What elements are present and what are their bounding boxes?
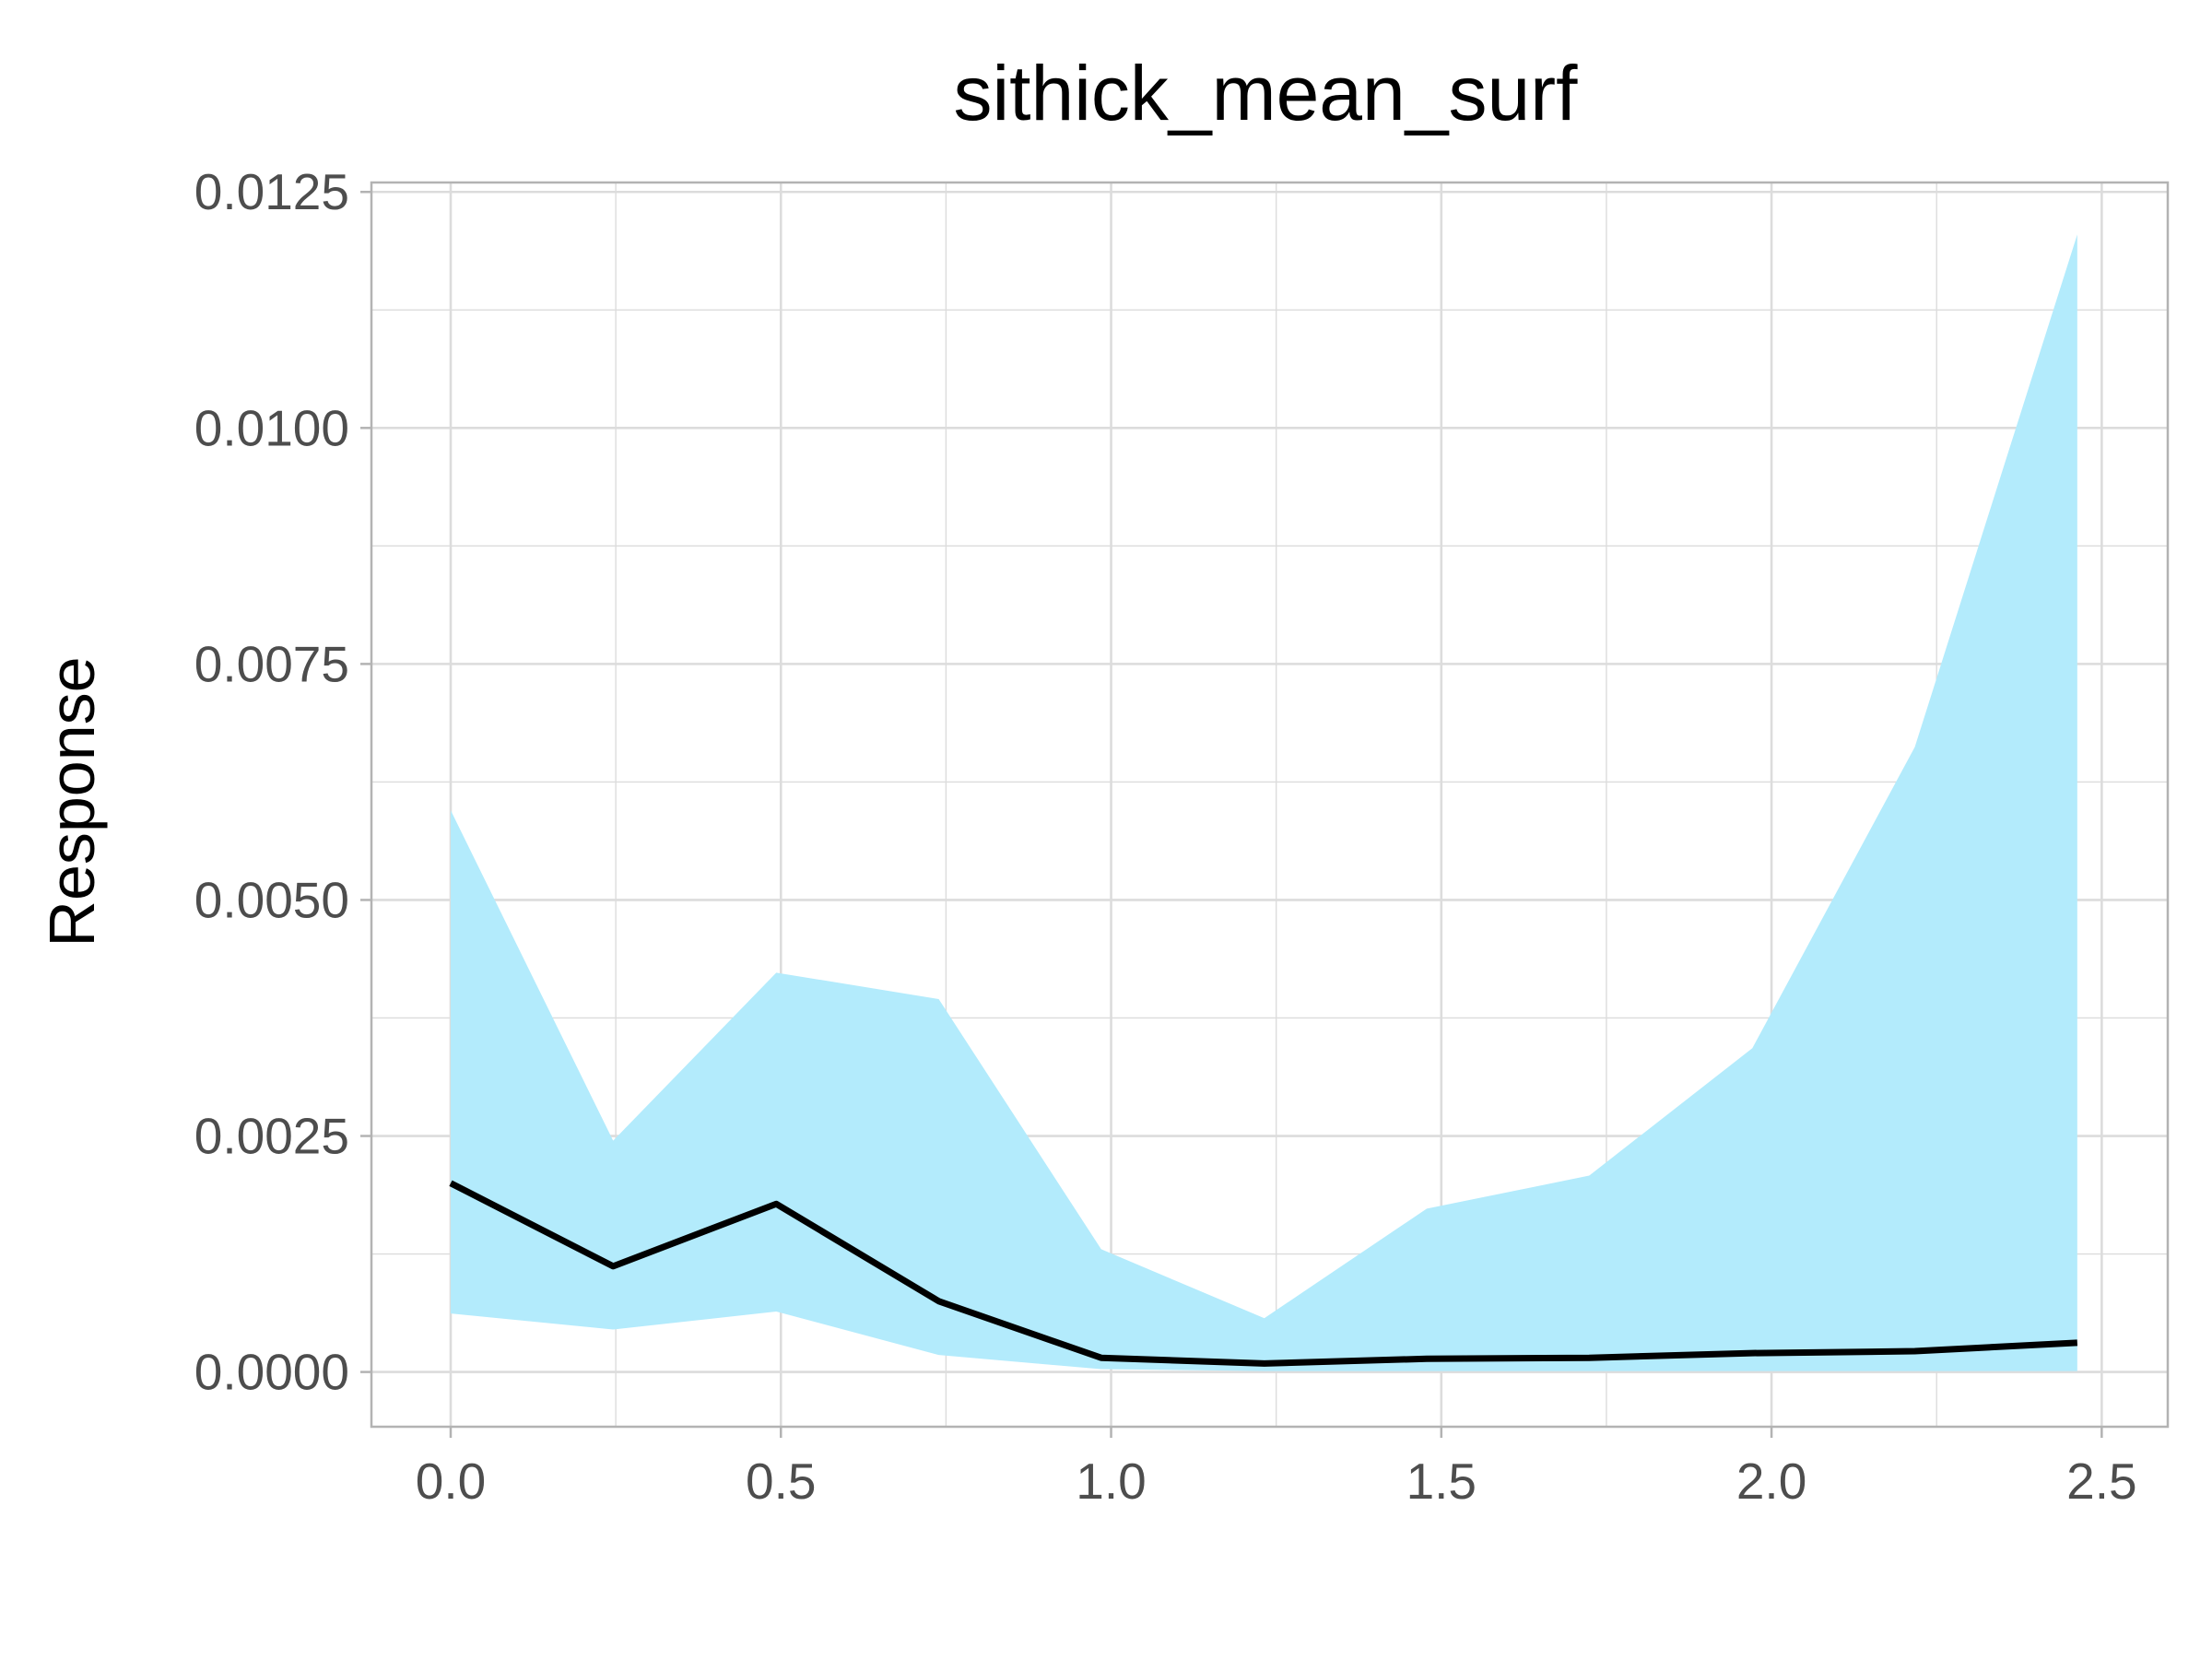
y-tick-label: 0.0000 bbox=[194, 1344, 349, 1401]
x-tick-label: 1.0 bbox=[1076, 1453, 1146, 1510]
y-tick-label: 0.0050 bbox=[194, 871, 349, 928]
x-axis-ticks: 0.0 0.5 1.0 1.5 2.0 2.5 bbox=[416, 1427, 2137, 1510]
confidence-band-layer bbox=[450, 234, 2077, 1371]
y-tick-label: 0.0075 bbox=[194, 635, 349, 692]
chart-title: sithick_mean_surf bbox=[954, 50, 1579, 136]
y-tick-label: 0.0125 bbox=[194, 163, 349, 220]
panel-border bbox=[370, 181, 2170, 1429]
y-axis-ticks: 0.0000 0.0025 0.0050 0.0075 0.0100 0.0125 bbox=[194, 163, 371, 1401]
x-tick-label: 0.0 bbox=[416, 1453, 486, 1510]
confidence-band bbox=[450, 234, 2077, 1371]
x-tick-label: 2.5 bbox=[2066, 1453, 2136, 1510]
x-tick-label: 1.5 bbox=[1406, 1453, 1477, 1510]
y-tick-label: 0.0100 bbox=[194, 399, 349, 456]
x-tick-label: 2.0 bbox=[1736, 1453, 1806, 1510]
response-line bbox=[449, 1180, 2078, 1367]
y-tick-label: 0.0025 bbox=[194, 1108, 349, 1165]
y-axis-label: Response bbox=[36, 656, 108, 947]
x-tick-label: 0.5 bbox=[746, 1453, 816, 1510]
response-line-layer bbox=[449, 1180, 2078, 1367]
